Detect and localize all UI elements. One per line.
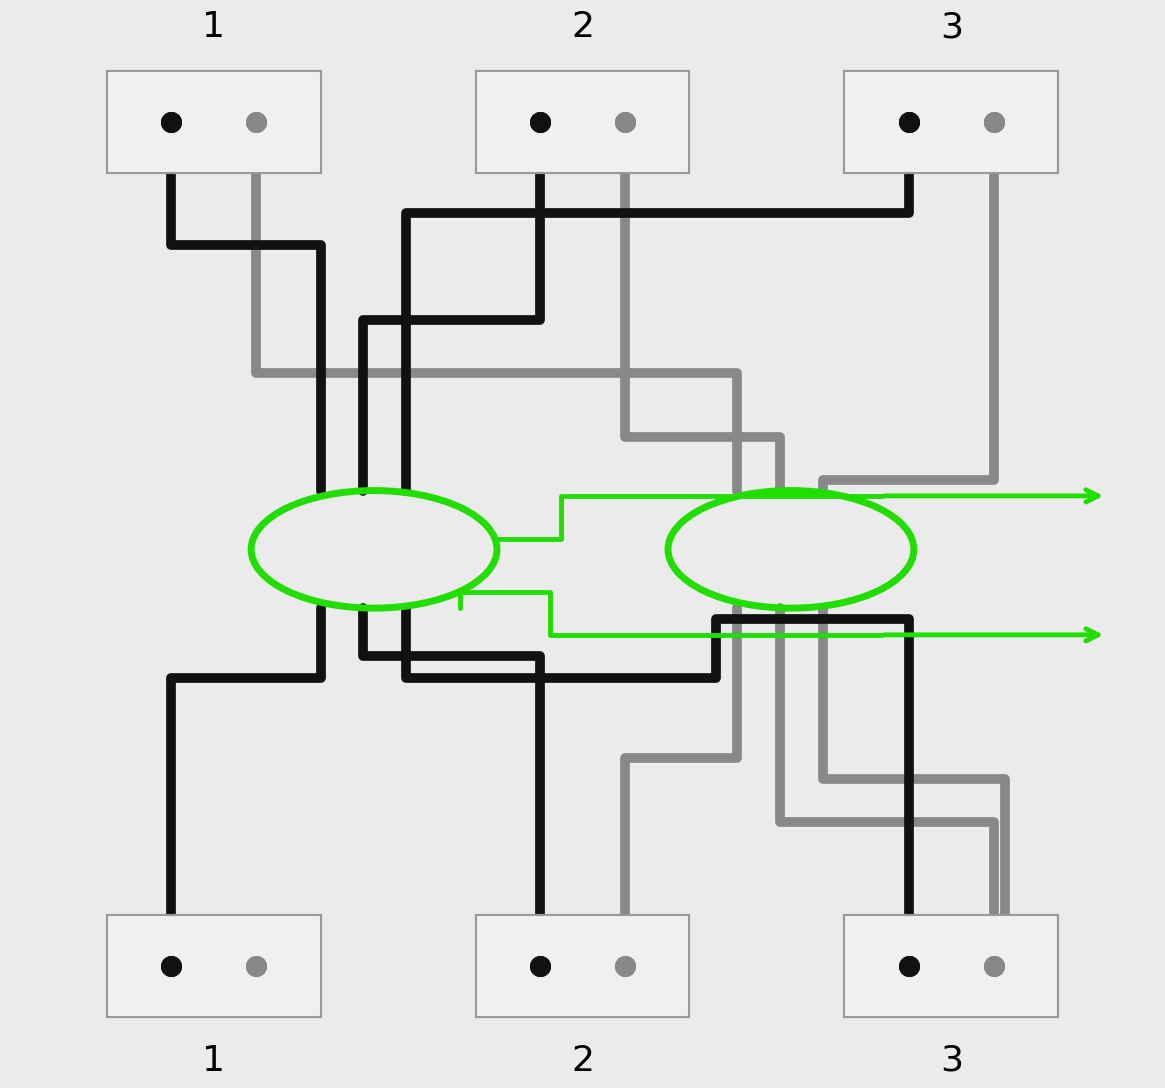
Point [162, 113, 181, 131]
Point [247, 957, 266, 975]
Bar [475, 71, 690, 173]
Bar [475, 71, 690, 173]
Bar [107, 71, 320, 173]
Point [984, 957, 1003, 975]
Point [984, 113, 1003, 131]
Point [899, 113, 918, 131]
Bar [107, 915, 320, 1017]
Point [530, 957, 549, 975]
Bar [845, 71, 1058, 173]
Text: 2: 2 [571, 1043, 594, 1078]
Point [616, 113, 635, 131]
Bar [845, 915, 1058, 1017]
Text: 3: 3 [940, 1043, 962, 1078]
Bar [475, 915, 690, 1017]
Point [247, 113, 266, 131]
Bar [845, 915, 1058, 1017]
Point [899, 957, 918, 975]
Point [247, 113, 266, 131]
Point [162, 113, 181, 131]
Text: 1: 1 [203, 1043, 225, 1078]
Point [530, 113, 549, 131]
Text: 1: 1 [203, 10, 225, 45]
Point [984, 957, 1003, 975]
Point [616, 957, 635, 975]
Bar [107, 71, 320, 173]
Point [162, 957, 181, 975]
Point [247, 957, 266, 975]
Bar [107, 915, 320, 1017]
Point [899, 957, 918, 975]
Point [530, 957, 549, 975]
Point [899, 113, 918, 131]
Point [984, 113, 1003, 131]
Bar [845, 71, 1058, 173]
Text: 2: 2 [571, 10, 594, 45]
Point [616, 113, 635, 131]
Point [162, 957, 181, 975]
Point [616, 957, 635, 975]
Point [530, 113, 549, 131]
Bar [475, 915, 690, 1017]
Text: 3: 3 [940, 10, 962, 45]
